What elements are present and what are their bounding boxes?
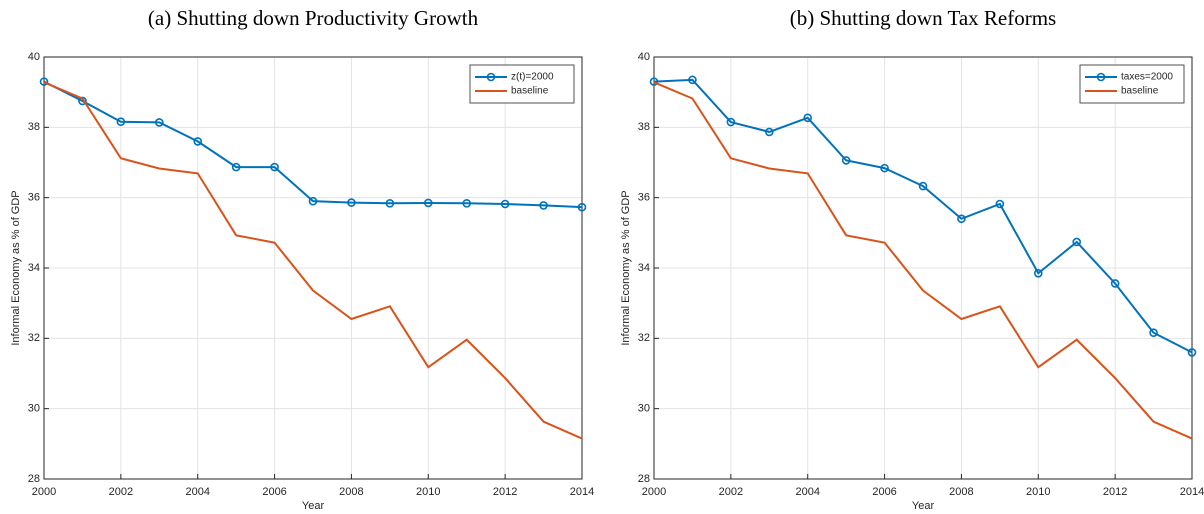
data-point	[1187, 348, 1197, 357]
x-tick-label: 2002	[719, 486, 743, 498]
data-point	[193, 137, 203, 146]
data-point	[154, 118, 164, 127]
data-point	[688, 75, 697, 85]
y-tick-label: 34	[638, 262, 650, 274]
legend-label: taxes=2000	[1121, 72, 1173, 83]
legend-marker	[1096, 72, 1106, 82]
y-tick-label: 32	[28, 332, 40, 344]
data-point	[308, 196, 318, 206]
y-tick-label: 38	[638, 121, 650, 133]
chart-title: (b) Shutting down Tax Reforms	[790, 6, 1056, 30]
y-axis-label: Informal Economy as % of GDP	[10, 190, 22, 345]
data-point	[880, 163, 889, 173]
legend-label: z(t)=2000	[511, 72, 554, 83]
data-point	[918, 181, 928, 191]
y-tick-label: 32	[638, 332, 650, 344]
x-tick-label: 2012	[1103, 486, 1127, 498]
y-tick-label: 28	[28, 473, 40, 485]
data-point	[1110, 279, 1120, 288]
plot-frame	[43, 56, 583, 480]
x-tick-label: 2014	[1180, 486, 1204, 498]
y-axis-label: Informal Economy as % of GDP	[620, 190, 632, 345]
data-point	[116, 117, 126, 127]
data-point	[423, 198, 433, 208]
data-point	[1072, 237, 1082, 247]
series-line	[43, 80, 583, 209]
data-point	[385, 198, 395, 208]
x-tick-label: 2000	[642, 486, 666, 498]
x-axis-label: Year	[302, 500, 325, 512]
y-tick-label: 34	[28, 262, 40, 274]
y-tick-label: 38	[28, 121, 40, 133]
data-point	[764, 127, 774, 137]
data-point	[539, 201, 548, 210]
data-point	[231, 162, 241, 172]
x-tick-label: 2000	[32, 486, 56, 498]
x-axis-label: Year	[912, 500, 935, 512]
series-line	[653, 78, 1193, 354]
y-tick-label: 36	[638, 192, 650, 204]
data-point	[347, 198, 356, 207]
data-point	[803, 113, 813, 123]
x-tick-label: 2010	[416, 486, 440, 498]
x-tick-label: 2006	[872, 486, 896, 498]
x-tick-label: 2008	[949, 486, 973, 498]
data-point	[1149, 328, 1158, 338]
legend-label: baseline	[511, 86, 549, 97]
x-tick-label: 2008	[339, 486, 363, 498]
legend-label: baseline	[1121, 86, 1159, 97]
data-point	[649, 77, 659, 86]
x-tick-label: 2010	[1026, 486, 1050, 498]
data-point	[726, 117, 736, 127]
data-point	[462, 198, 472, 208]
series-line	[43, 81, 583, 440]
data-point	[39, 77, 49, 86]
series-line	[653, 81, 1193, 440]
x-tick-label: 2004	[795, 486, 819, 498]
data-point	[957, 214, 966, 224]
data-point	[995, 199, 1005, 209]
y-tick-label: 28	[638, 473, 650, 485]
y-tick-label: 40	[638, 51, 650, 63]
plot-frame	[653, 56, 1193, 480]
data-point	[841, 156, 851, 165]
y-tick-label: 36	[28, 192, 40, 204]
x-tick-label: 2012	[493, 486, 517, 498]
data-point	[270, 162, 279, 172]
data-point	[500, 199, 510, 209]
y-tick-label: 40	[28, 51, 40, 63]
x-tick-label: 2004	[185, 486, 209, 498]
legend-box	[469, 64, 575, 104]
y-tick-label: 30	[28, 403, 40, 415]
data-point	[1033, 268, 1043, 278]
y-tick-label: 30	[638, 403, 650, 415]
x-tick-label: 2006	[262, 486, 286, 498]
x-tick-label: 2002	[109, 486, 133, 498]
chart-title: (a) Shutting down Productivity Growth	[148, 6, 479, 30]
legend-marker	[486, 72, 496, 82]
data-point	[577, 202, 587, 212]
x-tick-label: 2014	[570, 486, 594, 498]
legend-box	[1079, 64, 1185, 104]
